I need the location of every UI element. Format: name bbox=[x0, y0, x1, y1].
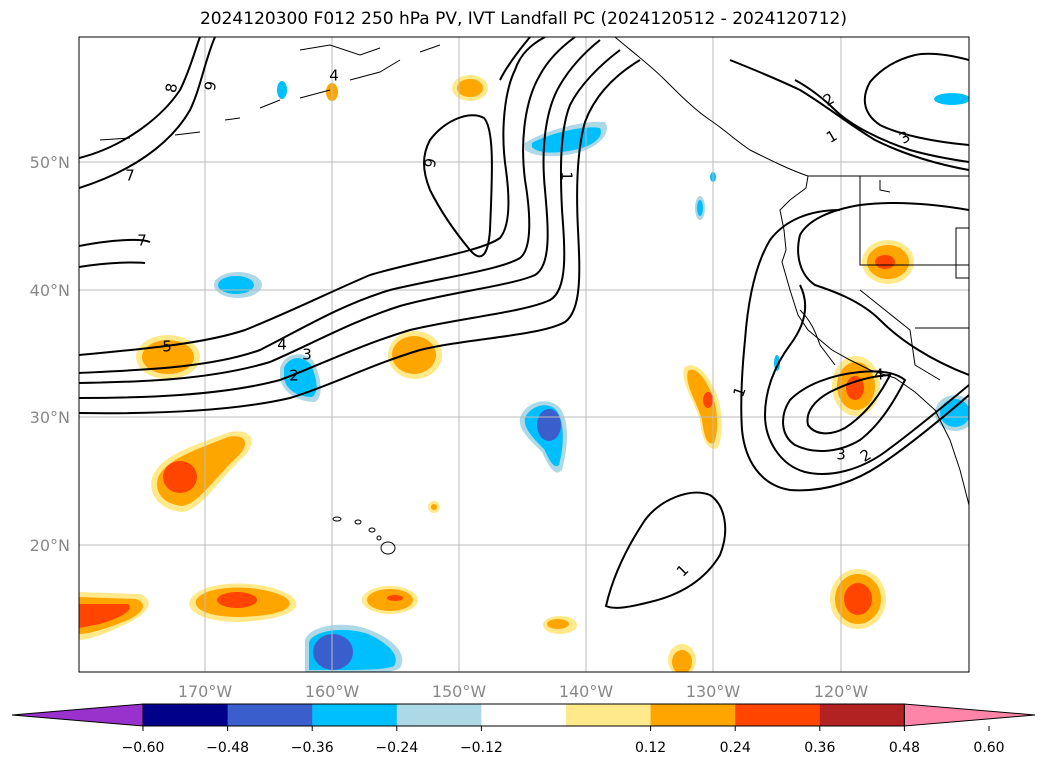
colorbar-tick-label: 0.24 bbox=[720, 740, 751, 756]
colorbar-tick-label: −0.24 bbox=[375, 740, 418, 756]
contour-label: 5 bbox=[162, 338, 172, 356]
colorbar-segment bbox=[312, 704, 398, 726]
contour-label: 1 bbox=[823, 126, 840, 146]
longitude-label: 120°W bbox=[814, 682, 869, 701]
colorbar-tick-label: −0.60 bbox=[122, 740, 165, 756]
colorbar-extend-low bbox=[11, 703, 144, 727]
colorbar: −0.60 −0.48 −0.36 −0.24 −0.12 0.12 0.24 0.36 0.4… bbox=[11, 703, 1036, 756]
colorbar-tick-label: −0.36 bbox=[291, 740, 334, 756]
contour-label: 7 bbox=[137, 232, 147, 250]
contour-label: 9 bbox=[201, 80, 220, 93]
colorbar-segment bbox=[481, 704, 567, 726]
contour-label: 3 bbox=[896, 127, 913, 147]
colorbar-segment bbox=[650, 704, 736, 726]
contour-label: 1 bbox=[729, 384, 749, 399]
contour-label: 2 bbox=[820, 89, 837, 109]
contour-label: 2 bbox=[857, 445, 874, 465]
contour-label: 4 bbox=[277, 336, 287, 354]
longitude-label: 150°W bbox=[432, 682, 487, 701]
contour-label: 2 bbox=[289, 367, 299, 385]
colorbar-tick-label: 0.48 bbox=[889, 740, 920, 756]
colorbar-segment bbox=[566, 704, 652, 726]
contour-label: 4 bbox=[874, 366, 884, 384]
pc-shading-layer bbox=[79, 75, 969, 672]
colorbar-outline bbox=[142, 703, 905, 727]
pv-contour-layer bbox=[79, 37, 969, 609]
colorbar-segment bbox=[819, 704, 905, 726]
colorbar-tick-label: 0.12 bbox=[635, 740, 666, 756]
longitude-label: 140°W bbox=[559, 682, 614, 701]
colorbar-segment bbox=[227, 704, 313, 726]
latitude-label: 50°N bbox=[30, 153, 70, 172]
colorbar-tick-label: −0.12 bbox=[460, 740, 503, 756]
contour-label: 1 bbox=[558, 171, 576, 181]
contour-label: 8 bbox=[162, 82, 181, 95]
contour-label: 4 bbox=[329, 67, 339, 85]
coastline-layer bbox=[99, 37, 969, 555]
latitude-labels: 50°N 40°N 30°N 20°N bbox=[30, 153, 70, 555]
contour-label: 7 bbox=[125, 167, 135, 185]
colorbar-segment bbox=[396, 704, 482, 726]
colorbar-tick-label: 0.36 bbox=[804, 740, 835, 756]
map-title: 2024120300 F012 250 hPa PV, IVT Landfall… bbox=[199, 9, 847, 29]
contour-label: 1 bbox=[673, 561, 692, 580]
latitude-label: 30°N bbox=[30, 408, 70, 427]
contour-label: 3 bbox=[302, 346, 312, 364]
longitude-label: 130°W bbox=[686, 682, 741, 701]
longitude-label: 160°W bbox=[305, 682, 360, 701]
longitude-labels: 170°W 160°W 150°W 140°W 130°W 120°W bbox=[178, 682, 869, 701]
longitude-label: 170°W bbox=[178, 682, 233, 701]
colorbar-tick-label: −0.48 bbox=[206, 740, 249, 756]
lat-lon-grid bbox=[79, 37, 969, 672]
colorbar-segment bbox=[143, 704, 229, 726]
contour-label: 9 bbox=[421, 157, 440, 170]
map-frame bbox=[78, 36, 970, 673]
latitude-label: 20°N bbox=[30, 536, 70, 555]
colorbar-extend-high bbox=[903, 703, 1036, 727]
contour-label: 3 bbox=[836, 446, 846, 464]
latitude-label: 40°N bbox=[30, 281, 70, 300]
colorbar-tick-label: 0.60 bbox=[973, 740, 1004, 756]
colorbar-segment bbox=[735, 704, 821, 726]
